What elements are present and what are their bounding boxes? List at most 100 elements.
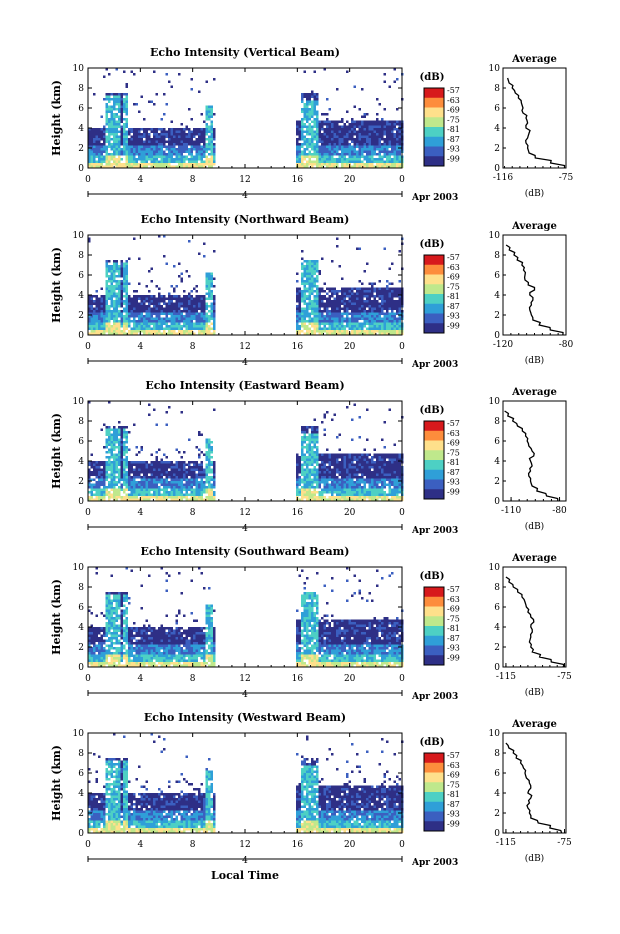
heatmap-cell	[309, 484, 312, 487]
heatmap-cell	[121, 461, 124, 464]
heatmap-cell	[113, 156, 116, 159]
heatmap-cell	[103, 496, 106, 499]
heatmap-cell	[163, 141, 166, 144]
heatmap-cell	[186, 479, 189, 482]
heatmap-cell	[391, 318, 394, 321]
heatmap-cell	[116, 293, 119, 296]
heatmap-cell	[394, 138, 397, 141]
heatmap-cell	[146, 163, 149, 166]
heatmap-cell	[324, 328, 327, 331]
heatmap-cell	[156, 323, 159, 326]
heatmap-cell	[96, 141, 99, 144]
heatmap-cell	[103, 320, 106, 323]
heatmap-cell	[156, 305, 159, 308]
heatmap-cell	[369, 320, 372, 323]
heatmap-cell	[121, 451, 124, 454]
heatmap-cell	[141, 479, 144, 482]
heatmap-cell	[91, 131, 94, 134]
heatmap-cell	[176, 313, 179, 316]
heatmap-cell	[316, 158, 319, 161]
heatmap-cell	[306, 328, 309, 331]
heatmap-cell	[186, 320, 189, 323]
heatmap-cell	[376, 123, 379, 126]
heatmap-cell	[193, 163, 196, 166]
heatmap-cell	[301, 298, 304, 301]
heatmap-cell	[138, 320, 141, 323]
heatmap-cell	[319, 305, 322, 308]
heatmap-cell	[329, 328, 332, 331]
heatmap-cell	[131, 138, 134, 141]
heatmap-cell	[213, 310, 216, 313]
heatmap-cell	[121, 466, 124, 469]
heatmap-cell	[198, 494, 201, 497]
heatmap-cell	[208, 136, 211, 139]
heatmap-cell	[376, 320, 379, 323]
heatmap-cell	[314, 153, 317, 156]
heatmap-cell	[101, 489, 104, 492]
heatmap-cell	[108, 133, 111, 136]
y-tick-label: 2	[78, 311, 84, 321]
heatmap-cell	[123, 265, 126, 268]
heatmap-cell	[166, 153, 169, 156]
heatmap-cell	[341, 308, 344, 311]
heatmap-cell	[304, 479, 307, 482]
heatmap-cell	[359, 158, 362, 161]
heatmap-cell	[131, 300, 134, 303]
heatmap-cell	[173, 143, 176, 146]
heatmap-cell	[176, 133, 179, 136]
heatmap-cell	[206, 288, 209, 291]
heatmap-cell	[103, 491, 106, 494]
heatmap-cell	[141, 295, 144, 298]
heatmap-cell	[173, 464, 176, 467]
heatmap-cell	[208, 295, 211, 298]
heatmap-cell	[384, 121, 387, 124]
heatmap-cell	[111, 446, 114, 449]
heatmap-cell	[191, 146, 194, 149]
heatmap-cell	[346, 330, 349, 333]
heatmap-cell	[321, 143, 324, 146]
heatmap-cell	[384, 126, 387, 129]
heatmap-cell	[171, 161, 174, 164]
heatmap-cell	[306, 280, 309, 283]
heatmap-cell	[208, 116, 211, 119]
heatmap-cell	[399, 123, 402, 126]
heatmap-cell	[379, 318, 382, 321]
heatmap-cell	[309, 494, 312, 497]
heatmap-cell	[123, 118, 126, 121]
heatmap-cell	[311, 305, 314, 308]
heatmap-cell	[123, 469, 126, 472]
heatmap-cell	[206, 305, 209, 308]
heatmap-cell	[326, 161, 329, 164]
heatmap-cell	[108, 444, 111, 447]
heatmap-cell	[191, 479, 194, 482]
heatmap-cell	[121, 293, 124, 296]
heatmap-cell	[188, 464, 191, 467]
heatmap-cell	[183, 141, 186, 144]
heatmap-cell	[306, 146, 309, 149]
heatmap-cell	[299, 313, 302, 316]
heatmap-cell	[121, 153, 124, 156]
heatmap-cell	[191, 320, 194, 323]
heatmap-cell	[151, 141, 154, 144]
heatmap-cell	[111, 131, 114, 134]
heatmap-cell	[151, 486, 154, 489]
heatmap-cell	[361, 153, 364, 156]
heatmap-cell	[153, 320, 156, 323]
heatmap-cell	[171, 285, 174, 288]
heatmap-cell	[161, 328, 164, 331]
heatmap-cell	[321, 494, 324, 497]
heatmap-cell	[118, 313, 121, 316]
heatmap-cell	[296, 315, 299, 318]
heatmap-cell	[304, 474, 307, 477]
heatmap-cell	[326, 158, 329, 161]
heatmap-cell	[211, 141, 214, 144]
heatmap-cell	[326, 484, 329, 487]
heatmap-cell	[196, 315, 199, 318]
heatmap-cell	[206, 315, 209, 318]
heatmap-cell	[364, 330, 367, 333]
heatmap-cell	[156, 313, 159, 316]
heatmap-cell	[386, 131, 389, 134]
heatmap-cell	[311, 484, 314, 487]
heatmap-cell	[161, 158, 164, 161]
heatmap-cell	[111, 273, 114, 276]
